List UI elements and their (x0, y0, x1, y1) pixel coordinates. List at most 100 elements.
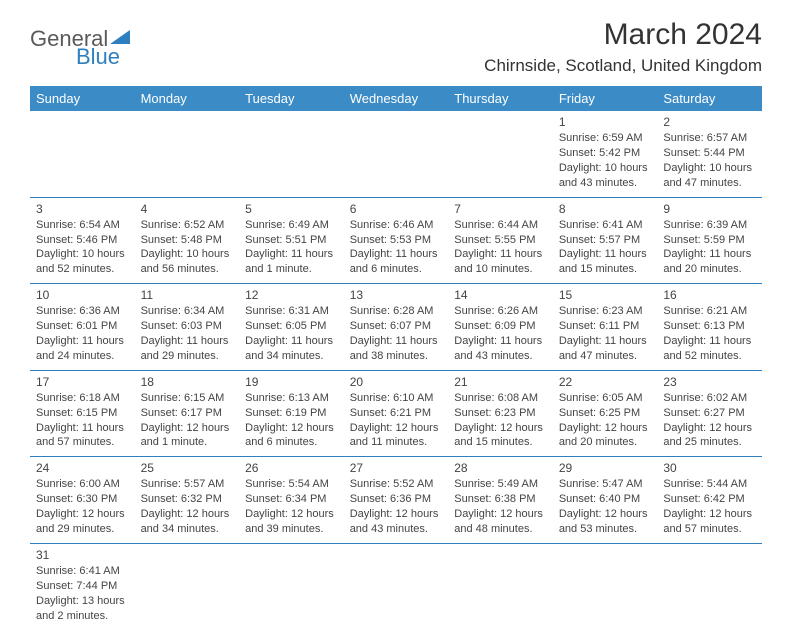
calendar-cell: 29Sunrise: 5:47 AMSunset: 6:40 PMDayligh… (553, 457, 658, 544)
day-number: 6 (350, 201, 443, 217)
daylight-text: and 43 minutes. (559, 176, 652, 191)
sunrise-text: Sunrise: 6:21 AM (663, 304, 756, 319)
daylight-text: Daylight: 12 hours (559, 507, 652, 522)
day-number: 14 (454, 287, 547, 303)
daylight-text: and 24 minutes. (36, 349, 129, 364)
calendar-row: 3Sunrise: 6:54 AMSunset: 5:46 PMDaylight… (30, 197, 762, 284)
calendar-cell: 2Sunrise: 6:57 AMSunset: 5:44 PMDaylight… (657, 111, 762, 197)
daylight-text: Daylight: 12 hours (350, 421, 443, 436)
day-number: 30 (663, 460, 756, 476)
day-number: 8 (559, 201, 652, 217)
daylight-text: Daylight: 11 hours (141, 334, 234, 349)
sunset-text: Sunset: 6:09 PM (454, 319, 547, 334)
sunset-text: Sunset: 6:23 PM (454, 406, 547, 421)
sunrise-text: Sunrise: 6:57 AM (663, 131, 756, 146)
calendar-cell: 7Sunrise: 6:44 AMSunset: 5:55 PMDaylight… (448, 197, 553, 284)
daylight-text: and 20 minutes. (559, 435, 652, 450)
daylight-text: Daylight: 12 hours (454, 507, 547, 522)
day-number: 19 (245, 374, 338, 390)
weekday-header: Wednesday (344, 86, 449, 111)
sunrise-text: Sunrise: 6:49 AM (245, 218, 338, 233)
sunrise-text: Sunrise: 6:46 AM (350, 218, 443, 233)
sunset-text: Sunset: 5:59 PM (663, 233, 756, 248)
sunset-text: Sunset: 6:13 PM (663, 319, 756, 334)
sunset-text: Sunset: 6:11 PM (559, 319, 652, 334)
calendar-cell: 1Sunrise: 6:59 AMSunset: 5:42 PMDaylight… (553, 111, 658, 197)
weekday-header-row: Sunday Monday Tuesday Wednesday Thursday… (30, 86, 762, 111)
sunrise-text: Sunrise: 5:44 AM (663, 477, 756, 492)
weekday-header: Sunday (30, 86, 135, 111)
day-number: 27 (350, 460, 443, 476)
day-number: 25 (141, 460, 234, 476)
day-number: 18 (141, 374, 234, 390)
daylight-text: Daylight: 11 hours (36, 334, 129, 349)
daylight-text: and 47 minutes. (559, 349, 652, 364)
daylight-text: Daylight: 12 hours (141, 421, 234, 436)
sunrise-text: Sunrise: 5:54 AM (245, 477, 338, 492)
daylight-text: Daylight: 12 hours (663, 507, 756, 522)
day-number: 12 (245, 287, 338, 303)
calendar-table: Sunday Monday Tuesday Wednesday Thursday… (30, 86, 762, 629)
daylight-text: and 52 minutes. (663, 349, 756, 364)
weekday-header: Thursday (448, 86, 553, 111)
daylight-text: and 10 minutes. (454, 262, 547, 277)
daylight-text: Daylight: 12 hours (663, 421, 756, 436)
sunrise-text: Sunrise: 6:39 AM (663, 218, 756, 233)
calendar-cell: 22Sunrise: 6:05 AMSunset: 6:25 PMDayligh… (553, 370, 658, 457)
calendar-cell: 24Sunrise: 6:00 AMSunset: 6:30 PMDayligh… (30, 457, 135, 544)
sunset-text: Sunset: 6:40 PM (559, 492, 652, 507)
sunrise-text: Sunrise: 6:31 AM (245, 304, 338, 319)
sunrise-text: Sunrise: 6:08 AM (454, 391, 547, 406)
sunset-text: Sunset: 6:15 PM (36, 406, 129, 421)
sunset-text: Sunset: 6:38 PM (454, 492, 547, 507)
day-number: 1 (559, 114, 652, 130)
day-number: 16 (663, 287, 756, 303)
daylight-text: Daylight: 11 hours (350, 247, 443, 262)
daylight-text: and 47 minutes. (663, 176, 756, 191)
daylight-text: and 2 minutes. (36, 609, 129, 624)
daylight-text: Daylight: 11 hours (559, 247, 652, 262)
daylight-text: and 25 minutes. (663, 435, 756, 450)
daylight-text: and 29 minutes. (36, 522, 129, 537)
sunrise-text: Sunrise: 6:26 AM (454, 304, 547, 319)
calendar-cell: 18Sunrise: 6:15 AMSunset: 6:17 PMDayligh… (135, 370, 240, 457)
calendar-cell: 23Sunrise: 6:02 AMSunset: 6:27 PMDayligh… (657, 370, 762, 457)
day-number: 5 (245, 201, 338, 217)
calendar-cell (135, 543, 240, 629)
calendar-cell (448, 543, 553, 629)
calendar-cell: 31Sunrise: 6:41 AMSunset: 7:44 PMDayligh… (30, 543, 135, 629)
calendar-row: 17Sunrise: 6:18 AMSunset: 6:15 PMDayligh… (30, 370, 762, 457)
daylight-text: Daylight: 11 hours (36, 421, 129, 436)
daylight-text: Daylight: 11 hours (454, 247, 547, 262)
day-number: 7 (454, 201, 547, 217)
calendar-row: 31Sunrise: 6:41 AMSunset: 7:44 PMDayligh… (30, 543, 762, 629)
sunrise-text: Sunrise: 6:34 AM (141, 304, 234, 319)
daylight-text: Daylight: 11 hours (559, 334, 652, 349)
daylight-text: and 6 minutes. (245, 435, 338, 450)
sunset-text: Sunset: 6:36 PM (350, 492, 443, 507)
calendar-cell (344, 543, 449, 629)
daylight-text: and 57 minutes. (36, 435, 129, 450)
day-number: 17 (36, 374, 129, 390)
daylight-text: Daylight: 11 hours (245, 247, 338, 262)
calendar-cell (30, 111, 135, 197)
calendar-cell: 14Sunrise: 6:26 AMSunset: 6:09 PMDayligh… (448, 284, 553, 371)
calendar-row: 10Sunrise: 6:36 AMSunset: 6:01 PMDayligh… (30, 284, 762, 371)
sunset-text: Sunset: 6:27 PM (663, 406, 756, 421)
daylight-text: Daylight: 12 hours (141, 507, 234, 522)
logo-text-2: Blue (76, 44, 120, 70)
sunset-text: Sunset: 6:01 PM (36, 319, 129, 334)
sunset-text: Sunset: 6:17 PM (141, 406, 234, 421)
sunset-text: Sunset: 6:34 PM (245, 492, 338, 507)
day-number: 13 (350, 287, 443, 303)
sunrise-text: Sunrise: 5:57 AM (141, 477, 234, 492)
sunrise-text: Sunrise: 5:47 AM (559, 477, 652, 492)
sunset-text: Sunset: 6:25 PM (559, 406, 652, 421)
sunrise-text: Sunrise: 6:15 AM (141, 391, 234, 406)
day-number: 15 (559, 287, 652, 303)
daylight-text: Daylight: 11 hours (350, 334, 443, 349)
calendar-cell (239, 111, 344, 197)
day-number: 10 (36, 287, 129, 303)
calendar-cell: 12Sunrise: 6:31 AMSunset: 6:05 PMDayligh… (239, 284, 344, 371)
sunset-text: Sunset: 5:46 PM (36, 233, 129, 248)
